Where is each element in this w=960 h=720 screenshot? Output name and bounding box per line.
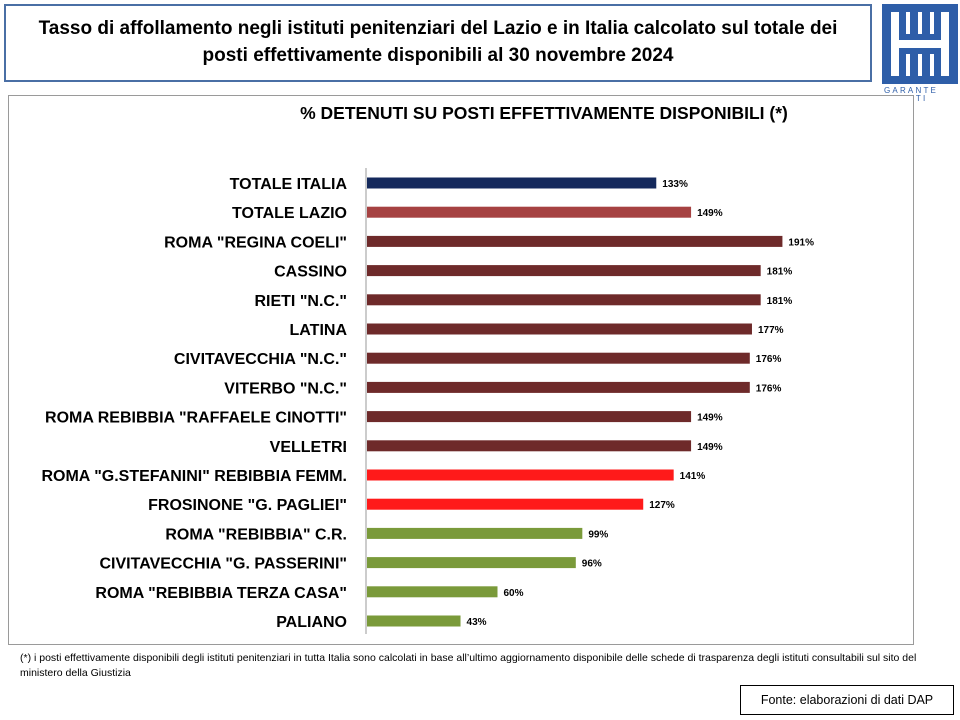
- chart-title: % DETENUTI SU POSTI EFFETTIVAMENTE DISPO…: [300, 103, 788, 123]
- bar: [367, 411, 692, 423]
- value-label: 127%: [649, 500, 675, 511]
- value-label: 149%: [697, 208, 723, 219]
- bar: [367, 381, 750, 393]
- bar: [367, 294, 761, 306]
- bar-chart: % DETENUTI SU POSTI EFFETTIVAMENTE DISPO…: [41, 103, 814, 634]
- category-label: ROMA "REBIBBIA" C.R.: [165, 526, 347, 543]
- category-label: ROMA REBIBBIA "RAFFAELE CINOTTI": [45, 410, 347, 427]
- bar: [367, 498, 644, 510]
- category-label: ROMA "REBIBBIA TERZA CASA": [95, 585, 347, 602]
- chart-frame: % DETENUTI SU POSTI EFFETTIVAMENTE DISPO…: [8, 95, 914, 645]
- bar: [367, 265, 761, 277]
- source-text: Fonte: elaborazioni di dati DAP: [760, 693, 934, 707]
- bar: [367, 586, 498, 598]
- value-label: 43%: [467, 617, 487, 628]
- value-label: 60%: [504, 588, 524, 599]
- value-label: 181%: [767, 296, 793, 307]
- category-label: PALIANO: [276, 614, 347, 631]
- value-label: 96%: [582, 559, 602, 570]
- category-label: TOTALE LAZIO: [232, 205, 347, 222]
- svg-text:GARANTE: GARANTE: [884, 86, 938, 95]
- page-title: Tasso di affollamento negli istituti pen…: [38, 18, 838, 66]
- source-box: Fonte: elaborazioni di dati DAP: [740, 685, 954, 715]
- category-label: FROSINONE "G. PAGLIEI": [148, 497, 347, 514]
- bars-group: TOTALE ITALIA 133% TOTALE LAZIO 149% ROMA "R…: [41, 176, 814, 631]
- category-label: TOTALE ITALIA: [230, 176, 348, 193]
- bar: [367, 557, 576, 569]
- value-label: 141%: [680, 471, 706, 482]
- value-label: 149%: [697, 413, 723, 424]
- category-label: LATINA: [290, 322, 348, 339]
- value-label: 149%: [697, 442, 723, 453]
- value-label: 133%: [662, 179, 688, 190]
- category-label: ROMA "REGINA COELI": [164, 234, 347, 251]
- bar: [367, 527, 583, 539]
- category-label: RIETI "N.C.": [254, 293, 347, 310]
- bar: [367, 352, 750, 364]
- bar: [367, 235, 783, 247]
- bar: [367, 177, 657, 189]
- footnote: (*) i posti effettivamente disponibili d…: [20, 652, 917, 679]
- category-label: VITERBO "N.C.": [224, 380, 347, 397]
- value-label: 176%: [756, 354, 782, 365]
- value-label: 181%: [767, 267, 793, 278]
- bar: [367, 206, 692, 218]
- category-label: CASSINO: [274, 264, 347, 281]
- category-label: CIVITAVECCHIA "G. PASSERINI": [100, 556, 348, 573]
- value-label: 191%: [788, 237, 814, 248]
- value-label: 176%: [756, 383, 782, 394]
- value-label: 99%: [588, 529, 608, 540]
- bar: [367, 615, 461, 627]
- value-label: 177%: [758, 325, 784, 336]
- category-label: ROMA "G.STEFANINI" REBIBBIA FEMM.: [41, 468, 347, 485]
- title-box: Tasso di affollamento negli istituti pen…: [4, 4, 872, 82]
- category-label: VELLETRI: [270, 439, 347, 456]
- bar: [367, 440, 692, 452]
- bar: [367, 469, 674, 481]
- garante-logo-graphic: GARANTE DIRITTI: [882, 4, 958, 103]
- garante-logo: GARANTE DIRITTI: [882, 4, 958, 106]
- category-label: CIVITAVECCHIA "N.C.": [174, 351, 347, 368]
- bar: [367, 323, 752, 335]
